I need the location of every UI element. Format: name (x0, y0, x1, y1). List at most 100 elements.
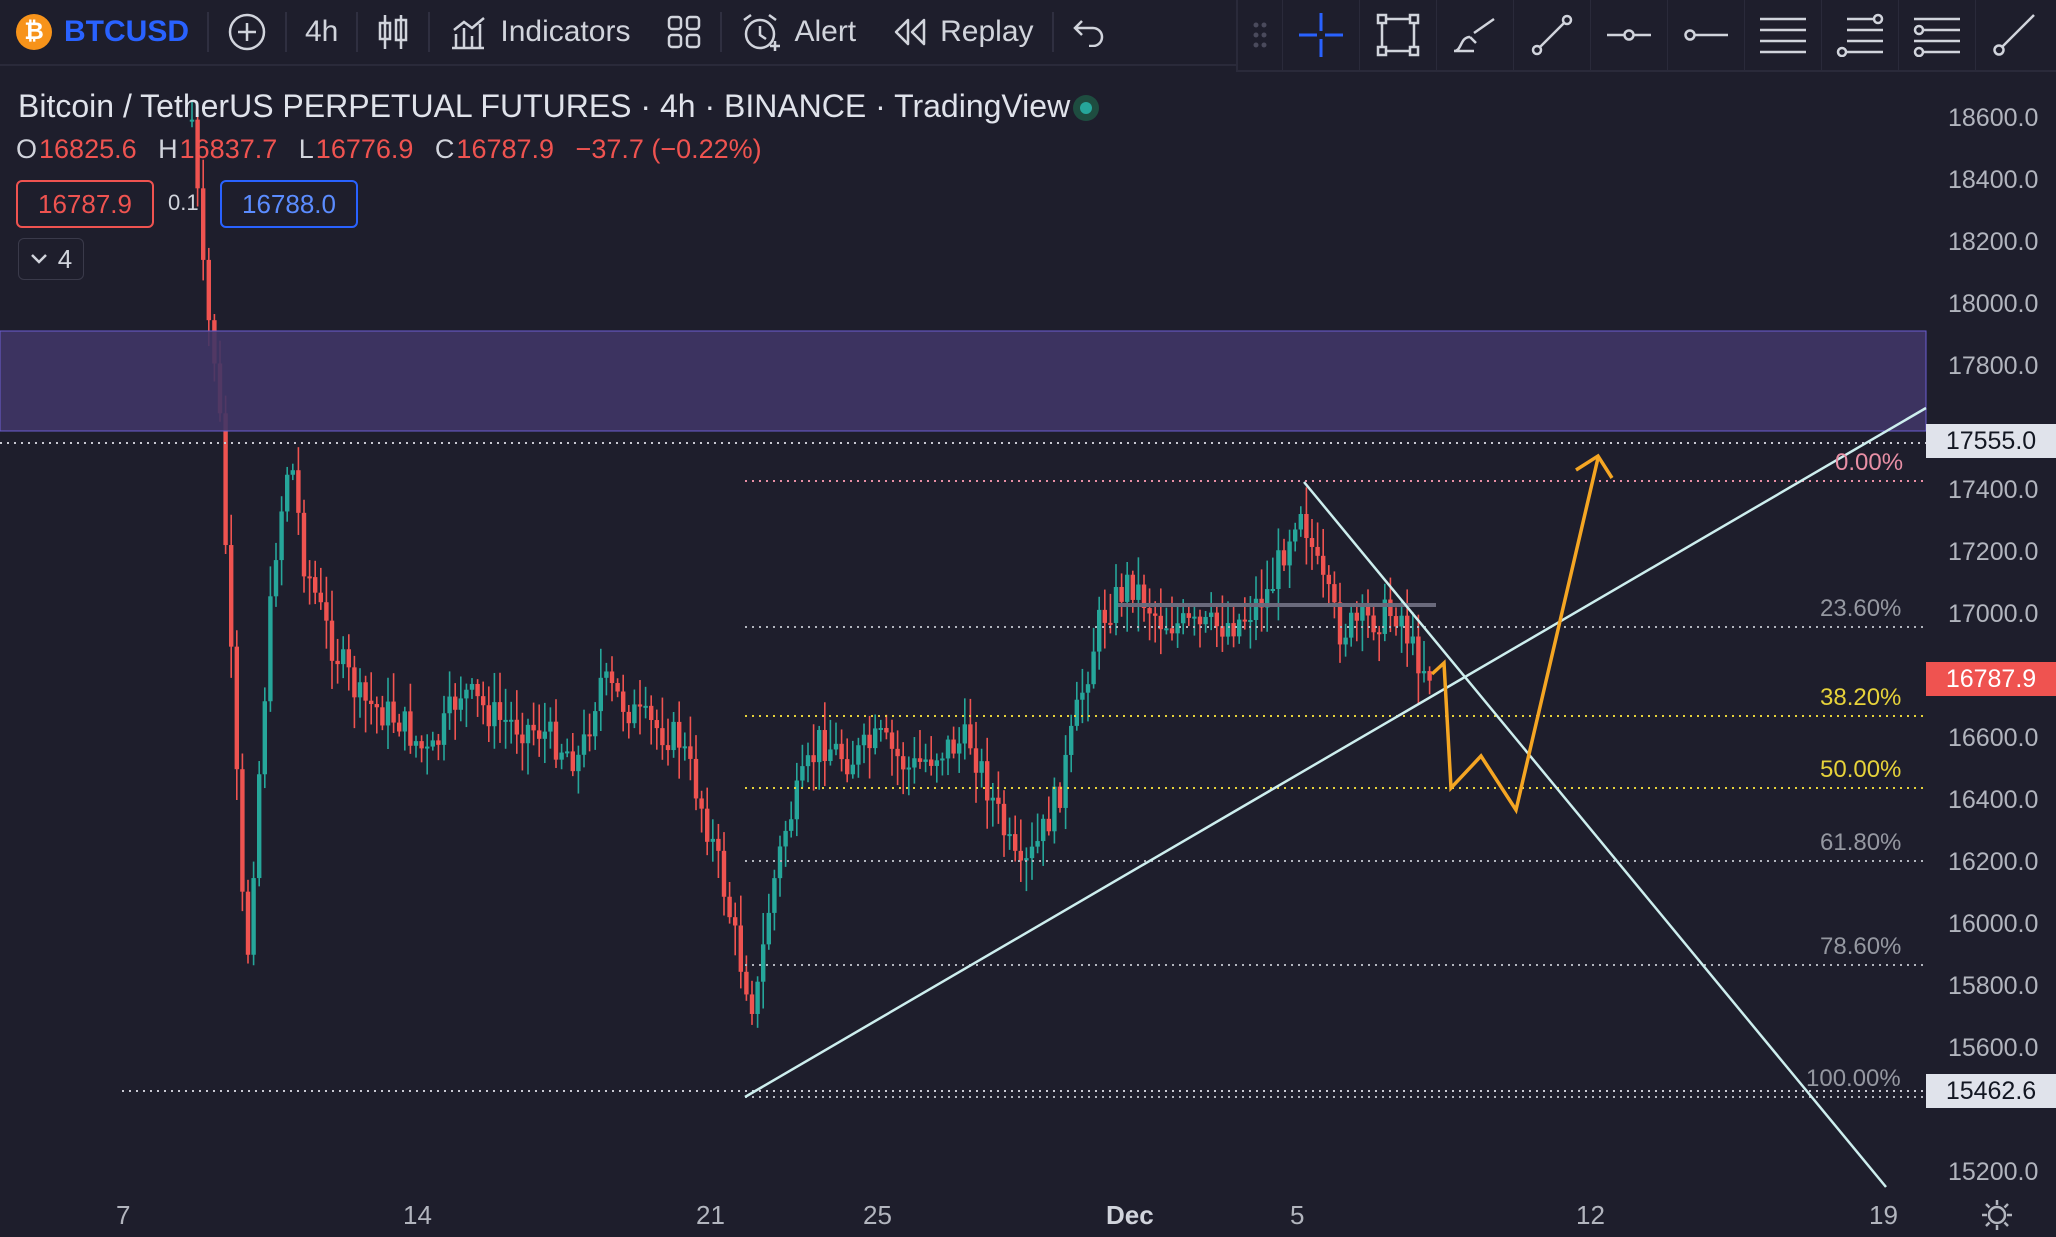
fib-label-382: 38.20% (1820, 684, 1902, 711)
fib-channel-tool[interactable] (1899, 0, 1976, 70)
drag-handle[interactable] (1238, 0, 1283, 70)
candle-body (514, 719, 519, 735)
descending-trendline[interactable] (1303, 481, 1887, 1188)
grip-icon (1253, 22, 1267, 48)
candle-body (1181, 613, 1186, 624)
candle-body (1130, 574, 1135, 600)
candle-body (1041, 818, 1046, 842)
buy-button[interactable]: 16788.0 (220, 180, 358, 228)
candle-body (733, 917, 738, 926)
ray-tool[interactable] (1976, 0, 2052, 70)
toolbar-divider (428, 12, 431, 52)
projection-arrowhead (1575, 453, 1614, 479)
candle-body (1343, 637, 1348, 645)
candle-body (307, 576, 312, 579)
indicators-button[interactable]: Indicators (430, 0, 648, 64)
candle-body (279, 511, 284, 561)
candle-body (1197, 616, 1203, 625)
candle-body (335, 660, 340, 665)
candle-body (973, 748, 979, 773)
chart-settings-button[interactable] (1980, 1198, 2014, 1237)
candle-body (1097, 609, 1102, 652)
interval-button[interactable]: 4h (305, 15, 339, 48)
candle-body (923, 759, 928, 762)
candle-body (587, 734, 592, 737)
horizontal-line-tool[interactable] (1591, 0, 1668, 70)
candle-body (839, 743, 844, 760)
candle-body (761, 944, 766, 982)
candle-body (576, 754, 581, 772)
price-line-tag[interactable]: 17555.0 (1926, 424, 2056, 458)
fib-label-236: 23.60% (1820, 595, 1902, 622)
brush-tool[interactable] (1437, 0, 1514, 70)
candle-body (1382, 599, 1387, 634)
parallel-channel-tool[interactable] (1745, 0, 1822, 70)
candle-body (240, 769, 245, 892)
candle-body (486, 705, 491, 727)
candle-body (1069, 725, 1074, 755)
market-status-dot[interactable] (1073, 95, 1099, 121)
trend-line-tool[interactable] (1514, 0, 1591, 70)
horizontal-ray-tool[interactable] (1668, 0, 1745, 70)
layouts-button[interactable] (648, 0, 720, 64)
candle-body (1102, 609, 1107, 623)
candle-body (901, 756, 906, 770)
indicator-list-toggle[interactable]: 4 (18, 238, 84, 280)
candle-body (1298, 513, 1303, 530)
candle-body (1237, 619, 1242, 637)
price-axis-label: 16400.0 (1948, 786, 2039, 814)
candle-body (296, 470, 301, 513)
candle-body (1113, 586, 1119, 623)
sell-button[interactable]: 16787.9 (16, 180, 154, 228)
candle-body (1354, 612, 1359, 621)
candle-body (1147, 608, 1152, 614)
price-axis-label: 17200.0 (1948, 538, 2039, 566)
candle-body (1164, 628, 1169, 631)
replay-button[interactable]: Replay (874, 0, 1051, 64)
projection-path[interactable] (1430, 457, 1600, 815)
resistance-zone[interactable] (0, 330, 1927, 432)
candle-body (766, 912, 771, 945)
fib-retracement-tool[interactable] (1822, 0, 1899, 70)
parallel-lines-icon (1760, 17, 1806, 54)
candle-body (604, 671, 609, 678)
candle-body (1125, 574, 1130, 602)
symbol-label: BTCUSD (64, 15, 189, 48)
high-key: H (158, 134, 178, 164)
candle-body (1321, 555, 1326, 575)
price-axis-label: 17000.0 (1948, 600, 2039, 628)
candle-body (509, 719, 514, 722)
candle-body (1046, 818, 1051, 832)
crosshair-tool[interactable] (1283, 0, 1360, 70)
candle-body (503, 719, 508, 722)
candle-body (598, 677, 603, 712)
candle-body (1035, 841, 1040, 847)
undo-button[interactable] (1054, 0, 1124, 64)
candle-body (1057, 786, 1063, 808)
compare-button[interactable] (209, 0, 285, 64)
candle-body (251, 878, 256, 955)
low-price-tag[interactable]: 15462.6 (1926, 1074, 2056, 1108)
candle-body (1231, 623, 1236, 637)
candle-body (957, 743, 962, 754)
low-key: L (298, 134, 314, 164)
candle-body (1399, 615, 1404, 627)
candle-body (1259, 598, 1264, 608)
fib-retracement[interactable] (745, 480, 1926, 1098)
candle-body (805, 755, 811, 767)
symbol-search-button[interactable]: ₿ BTCUSD (0, 0, 207, 64)
candle-body (1186, 613, 1191, 618)
candle-body (1074, 699, 1079, 726)
crosshair-icon (1299, 13, 1343, 57)
candle-body (201, 188, 206, 260)
brush-icon (1453, 17, 1495, 53)
ray-icon (1993, 14, 2035, 56)
candle-body (632, 704, 637, 724)
candle-body (369, 700, 374, 705)
alert-button[interactable]: Alert (722, 0, 874, 64)
ascending-trendline[interactable] (744, 406, 1927, 1099)
candle-body (677, 721, 682, 748)
rectangle-tool[interactable] (1360, 0, 1437, 70)
chart-type-button[interactable] (358, 0, 428, 64)
candle-body (217, 363, 223, 414)
